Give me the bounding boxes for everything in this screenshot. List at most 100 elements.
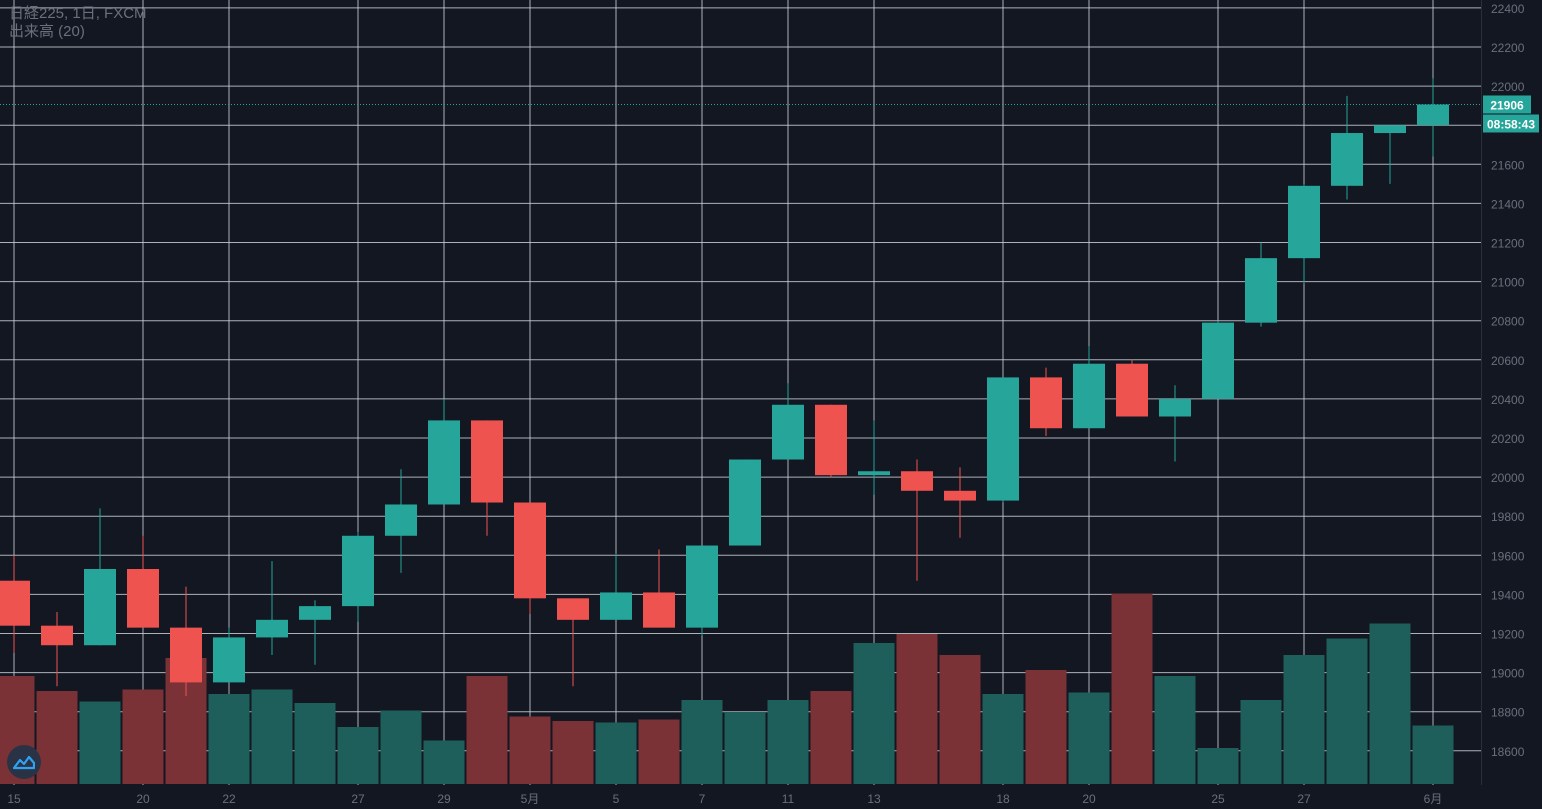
volume-bar bbox=[638, 719, 680, 784]
volume-bar bbox=[1240, 700, 1282, 784]
bar-countdown-label: 08:58:43 bbox=[1487, 117, 1535, 131]
volume-bar bbox=[1154, 676, 1196, 784]
volume-bar bbox=[1283, 655, 1325, 784]
volume-bar bbox=[982, 694, 1024, 784]
price-tick-label: 18600 bbox=[1491, 745, 1525, 759]
mountain-icon bbox=[13, 755, 35, 770]
candle-body bbox=[858, 471, 890, 476]
volume-bar bbox=[1068, 692, 1110, 784]
price-tick-label: 20800 bbox=[1491, 315, 1525, 329]
volume-bar bbox=[423, 740, 465, 784]
price-tick-label: 21200 bbox=[1491, 237, 1525, 251]
last-price-badge bbox=[1483, 95, 1531, 114]
time-tick-label: 15 bbox=[7, 792, 21, 806]
time-tick-label: 11 bbox=[782, 792, 795, 806]
time-tick-label: 20 bbox=[1082, 792, 1096, 806]
volume-bar bbox=[1412, 725, 1454, 784]
price-tick-label: 19800 bbox=[1491, 510, 1525, 524]
time-tick-label: 27 bbox=[1297, 792, 1311, 806]
candle-body bbox=[213, 637, 245, 683]
time-tick-label: 7 bbox=[699, 792, 706, 806]
candle-body bbox=[686, 545, 718, 628]
volume-bar bbox=[681, 700, 723, 784]
candle-body bbox=[256, 619, 288, 638]
chart-legend: 日経225, 1日, FXCM 出来高 (20) bbox=[9, 5, 147, 41]
candle-body bbox=[170, 627, 202, 683]
volume-bar bbox=[595, 722, 637, 784]
candle-body bbox=[557, 598, 589, 620]
price-tick-label: 21400 bbox=[1491, 197, 1525, 211]
candle-body bbox=[1116, 363, 1148, 417]
time-tick-label: 29 bbox=[437, 792, 451, 806]
price-tick-label: 20200 bbox=[1491, 432, 1525, 446]
volume-bar bbox=[79, 701, 121, 784]
volume-bar bbox=[896, 634, 938, 784]
volume-bar bbox=[1197, 748, 1239, 784]
candle-body bbox=[0, 580, 30, 626]
candle-body bbox=[41, 625, 73, 646]
volume-bar bbox=[1025, 670, 1067, 784]
time-tick-label: 5 bbox=[613, 792, 620, 806]
candle-body bbox=[1288, 185, 1320, 259]
candle-body bbox=[643, 592, 675, 628]
candle-body bbox=[428, 420, 460, 505]
time-tick-label: 20 bbox=[136, 792, 150, 806]
volume-bar bbox=[724, 712, 766, 784]
volume-bar bbox=[552, 721, 594, 784]
volume-bar bbox=[294, 703, 336, 784]
time-tick-label: 22 bbox=[222, 792, 236, 806]
tradingview-logo-icon[interactable] bbox=[7, 745, 41, 779]
candle-body bbox=[514, 502, 546, 599]
candle-body bbox=[127, 568, 159, 628]
candle-body bbox=[600, 592, 632, 620]
candle-body bbox=[1374, 125, 1406, 134]
price-tick-label: 22200 bbox=[1491, 41, 1525, 55]
volume-bar bbox=[767, 700, 809, 784]
price-tick-label: 18800 bbox=[1491, 706, 1525, 720]
symbol-legend[interactable]: 日経225, 1日, FXCM bbox=[9, 5, 147, 22]
price-tick-label: 19400 bbox=[1491, 588, 1525, 602]
price-tick-label: 21000 bbox=[1491, 276, 1525, 290]
price-tick-label: 22400 bbox=[1491, 2, 1525, 16]
time-tick-label: 25 bbox=[1211, 792, 1225, 806]
volume-bar bbox=[337, 727, 379, 784]
candle-body bbox=[1073, 363, 1105, 429]
price-tick-label: 20400 bbox=[1491, 393, 1525, 407]
candle-body bbox=[944, 490, 976, 501]
candle-body bbox=[1245, 258, 1277, 323]
candle-body bbox=[1159, 398, 1191, 417]
volume-bar bbox=[939, 655, 981, 784]
time-tick-label: 5月 bbox=[521, 792, 540, 806]
candle-body bbox=[385, 504, 417, 536]
volume-bar bbox=[509, 716, 551, 784]
volume-bar bbox=[251, 689, 293, 784]
price-tick-label: 22000 bbox=[1491, 80, 1525, 94]
price-tick-label: 21600 bbox=[1491, 158, 1525, 172]
candle-body bbox=[987, 377, 1019, 501]
volume-bar bbox=[122, 689, 164, 784]
candle-body bbox=[299, 606, 331, 620]
candle-body bbox=[84, 568, 116, 646]
price-tick-label: 19600 bbox=[1491, 549, 1525, 563]
candle-body bbox=[471, 420, 503, 503]
time-tick-label: 13 bbox=[867, 792, 881, 806]
volume-legend[interactable]: 出来高 (20) bbox=[9, 23, 85, 40]
last-price-label: 21906 bbox=[1490, 98, 1524, 112]
volume-bar bbox=[1369, 623, 1411, 784]
candle-body bbox=[342, 535, 374, 607]
volume-bar bbox=[853, 643, 895, 784]
volume-bar bbox=[1111, 593, 1153, 784]
volume-bar bbox=[208, 694, 250, 784]
volume-bar bbox=[380, 710, 422, 784]
time-tick-label: 18 bbox=[996, 792, 1010, 806]
candle-body bbox=[1417, 104, 1449, 126]
candle-body bbox=[1030, 377, 1062, 429]
price-tick-label: 20000 bbox=[1491, 471, 1525, 485]
candle-body bbox=[772, 404, 804, 460]
time-tick-label: 6月 bbox=[1424, 792, 1443, 806]
price-tick-label: 19000 bbox=[1491, 667, 1525, 681]
volume-bar bbox=[1326, 638, 1368, 784]
volume-bar bbox=[810, 691, 852, 784]
